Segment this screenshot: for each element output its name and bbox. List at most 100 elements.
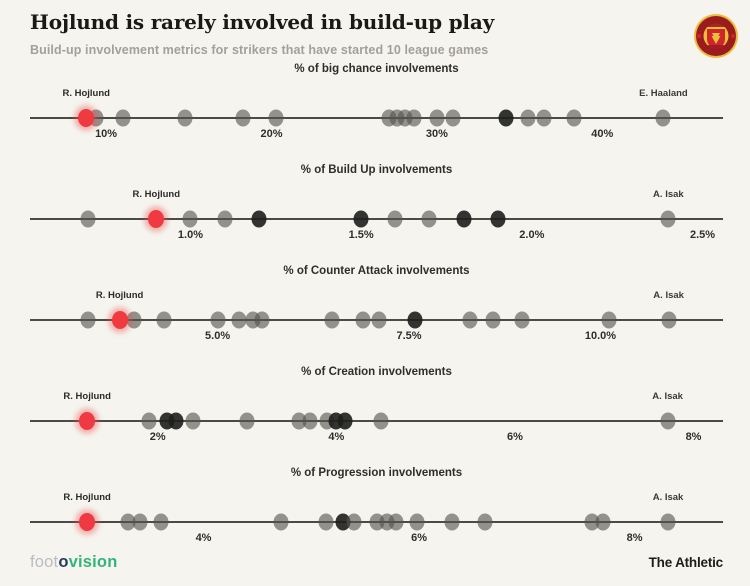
highlight-player-dot [79, 513, 96, 531]
x-tick-label: 7.5% [396, 330, 422, 342]
data-dot [141, 412, 157, 430]
highlight-player-label: R. Hojlund [95, 290, 144, 301]
chart-2: % of Build Up involvements 1.0% 1.5% 2.0% 2.… [0, 159, 750, 260]
highlight-player-label: R. Hojlund [62, 88, 110, 99]
manchester-united-crest-icon [692, 12, 740, 60]
x-tick-label: 2.0% [519, 229, 545, 241]
data-dot [421, 210, 437, 228]
x-tick-label: 1.0% [177, 229, 203, 241]
data-dot [80, 311, 96, 329]
data-dot [407, 311, 423, 329]
chart-title: % of Progression involvements [290, 467, 463, 479]
data-dot [595, 513, 611, 531]
data-dot [406, 109, 422, 127]
highlight-player-dot [79, 412, 96, 430]
x-tick-label: 6% [411, 532, 428, 544]
chart-title: % of Creation involvements [301, 366, 452, 378]
annotation-player-label: E. Haaland [639, 88, 688, 99]
annotation-player-dot [661, 311, 677, 329]
data-dot [235, 109, 251, 127]
data-dot [456, 210, 472, 228]
data-dot [584, 513, 599, 531]
data-dot [444, 513, 460, 531]
data-dot [601, 311, 617, 329]
footer: footovision The Athletic [30, 551, 723, 577]
data-dot [273, 513, 289, 531]
plot-area: 2% 4% 6% 8% A. Isak R. Hojlund [30, 361, 723, 462]
data-dot [514, 311, 530, 329]
data-dot [217, 210, 233, 228]
data-dot [239, 412, 255, 430]
chart-4: % of Creation involvements 2% 4% 6% 8% A. Isa… [0, 361, 750, 462]
data-dot [498, 109, 514, 127]
x-tick-label: 1.5% [348, 229, 374, 241]
footovision-logo: footovision [30, 553, 118, 572]
data-dot [388, 513, 404, 531]
data-dot [485, 311, 500, 329]
data-dot [387, 210, 403, 228]
page-subtitle: Build-up involvement metrics for striker… [30, 43, 489, 57]
data-dot [177, 109, 193, 127]
data-dot [462, 311, 478, 329]
x-tick-label: 5.0% [205, 330, 231, 342]
x-tick-label: 2% [149, 431, 166, 443]
data-dot [254, 311, 270, 329]
x-axis-line [30, 117, 723, 119]
x-tick-label: 40% [591, 128, 614, 140]
data-dot [182, 210, 198, 228]
data-dot [156, 311, 172, 329]
header: Hojlund is rarely involved in build-up p… [30, 10, 738, 58]
highlight-player-dot [148, 210, 165, 228]
highlight-player-label: R. Hojlund [63, 492, 111, 503]
x-tick-label: 20% [260, 128, 283, 140]
data-dot [324, 311, 340, 329]
chart-5: % of Progression involvements 4% 6% 8% A. Is… [0, 462, 750, 563]
annotation-player-dot [655, 109, 671, 127]
data-dot [337, 412, 353, 430]
x-tick-label: 30% [425, 128, 448, 140]
data-dot [335, 513, 351, 531]
footovision-logo-foot: foot [30, 553, 59, 571]
x-tick-label: 4% [328, 431, 345, 443]
x-tick-label: 8% [685, 431, 702, 443]
data-dot [477, 513, 493, 531]
plot-area: 1.0% 1.5% 2.0% 2.5% A. Isak R. Hojlund [30, 159, 723, 260]
annotation-player-label: A. Isak [652, 391, 683, 402]
footovision-logo-vision: vision [68, 553, 118, 571]
highlight-player-dot [111, 311, 128, 329]
strip-plot-stack: % of big chance involvements 10% 20% 30% 40%… [0, 58, 750, 563]
data-dot [520, 109, 536, 127]
annotation-player-label: A. Isak [653, 189, 684, 200]
data-dot [80, 210, 96, 228]
data-dot [120, 513, 136, 531]
annotation-player-label: A. Isak [652, 492, 684, 503]
annotation-player-label: A. Isak [653, 290, 684, 301]
data-dot [153, 513, 169, 531]
the-athletic-logo: The Athletic [648, 555, 724, 570]
highlight-player-dot [78, 109, 95, 127]
data-dot [318, 513, 334, 531]
chart-title: % of Counter Attack involvements [283, 265, 470, 277]
x-tick-label: 10.0% [584, 330, 617, 342]
data-dot [429, 109, 445, 127]
highlight-player-label: R. Hojlund [63, 391, 111, 402]
x-axis-line [30, 218, 723, 220]
plot-area: 10% 20% 30% 40% E. Haaland R. Hojlund [30, 58, 723, 159]
plot-area: 5.0% 7.5% 10.0% A. Isak R. Hojlund [30, 260, 723, 361]
data-dot [346, 513, 362, 531]
data-dot [445, 109, 461, 127]
x-tick-label: 10% [95, 128, 118, 140]
data-dot [185, 412, 201, 430]
chart-3: % of Counter Attack involvements 5.0% 7.5%… [0, 260, 750, 361]
data-dot [168, 412, 184, 430]
data-dot [268, 109, 284, 127]
data-dot [115, 109, 131, 127]
data-dot [371, 311, 387, 329]
highlight-player-label: R. Hojlund [132, 189, 181, 200]
data-dot [355, 311, 371, 329]
data-dot [353, 210, 369, 228]
chart-title: % of big chance involvements [294, 63, 459, 75]
x-tick-label: 2.5% [689, 229, 716, 241]
chart-title: % of Build Up involvements [300, 164, 453, 176]
annotation-player-dot [660, 513, 676, 531]
